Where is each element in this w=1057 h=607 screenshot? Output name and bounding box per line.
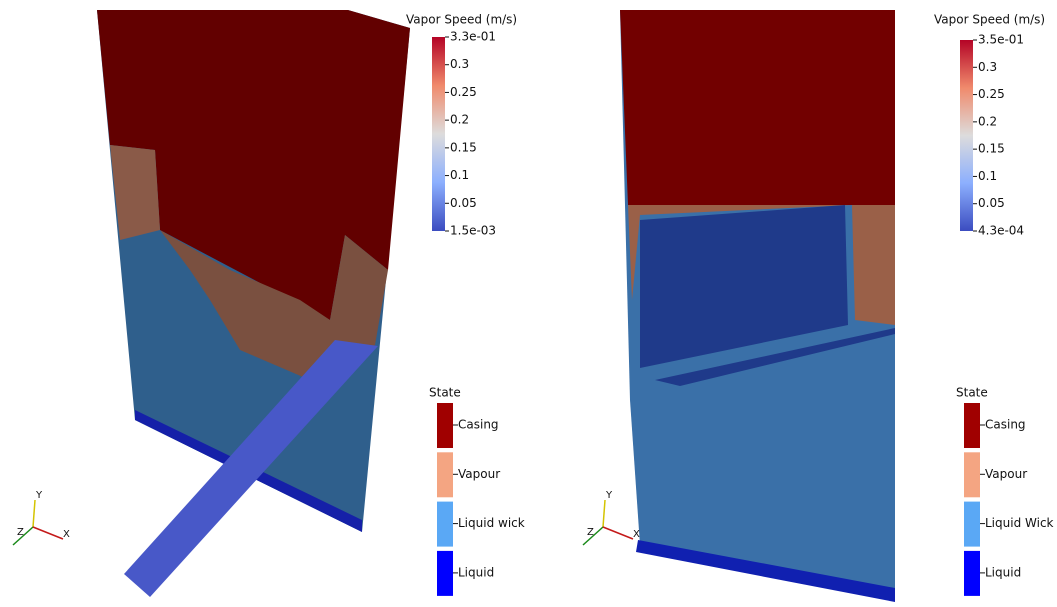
colorbar-label: 3.3e-01 <box>450 30 496 44</box>
wick-ledge <box>655 328 895 386</box>
legend-swatch <box>437 452 453 498</box>
legend-swatch <box>964 501 980 547</box>
colorbar-label: 0.2 <box>978 114 997 128</box>
axis-label: X <box>633 529 640 540</box>
legend-swatch <box>437 550 453 596</box>
colorbar-label: 0.15 <box>450 140 477 154</box>
right-render <box>620 10 895 602</box>
axis-x <box>32 526 64 540</box>
casing-region <box>97 10 410 320</box>
colorbar-label: 0.05 <box>978 196 1005 210</box>
legend-title: State <box>956 386 988 400</box>
axis-label: Y <box>605 490 613 501</box>
colorbar-label: 0.2 <box>450 113 469 127</box>
colorbar-title: Vapor Speed (m/s) <box>934 13 1045 27</box>
colorbar-title: Vapor Speed (m/s) <box>406 13 517 27</box>
legend-label: Liquid <box>458 565 494 579</box>
vapour-region <box>160 230 388 380</box>
wick-panel <box>640 205 848 368</box>
legend-swatch <box>437 501 453 547</box>
vapour-region <box>628 205 895 325</box>
colorbar-label: 0.3 <box>978 60 997 74</box>
legend-label: Liquid wick <box>458 516 525 530</box>
axis-x <box>602 526 634 540</box>
legend-swatch <box>437 403 453 448</box>
colorbar-label: 0.1 <box>978 169 997 183</box>
axis-label: Z <box>587 527 594 538</box>
colorbar-label: 0.25 <box>978 87 1005 101</box>
legend-title: State <box>429 386 461 400</box>
colorbar-label: 0.25 <box>450 85 477 99</box>
axis-y <box>32 499 36 528</box>
colorbar-label: 0.15 <box>978 142 1005 156</box>
colorbar <box>960 40 973 231</box>
colorbar-label: 0.3 <box>450 57 469 71</box>
colorbar-label: 4.3e-04 <box>978 224 1024 238</box>
colorbar-label: 0.05 <box>450 196 477 210</box>
legend-swatch <box>964 403 980 448</box>
casing-region <box>620 10 895 205</box>
axis-label: Y <box>35 490 43 501</box>
vapour-region <box>110 145 160 240</box>
left-render <box>97 10 410 597</box>
colorbar-label: 0.1 <box>450 168 469 182</box>
axis-y <box>602 499 606 528</box>
colorbar-label: 3.5e-01 <box>978 33 1024 47</box>
liquid-stripe <box>636 540 895 602</box>
legend-swatch <box>964 452 980 498</box>
legend-label: Vapour <box>458 467 500 481</box>
colorbar <box>432 37 445 231</box>
axis-label: Z <box>17 527 24 538</box>
axis-z <box>582 526 604 546</box>
legend-label: Casing <box>985 418 1026 432</box>
wick-strip <box>124 340 378 597</box>
axis-z <box>12 526 34 546</box>
legend-label: Liquid <box>985 565 1021 579</box>
axis-label: X <box>63 529 70 540</box>
legend-label: Liquid Wick <box>985 516 1054 530</box>
legend-label: Vapour <box>985 467 1027 481</box>
colorbar-label: 1.5e-03 <box>450 224 496 238</box>
legend-label: Casing <box>458 418 499 432</box>
legend-swatch <box>964 550 980 596</box>
